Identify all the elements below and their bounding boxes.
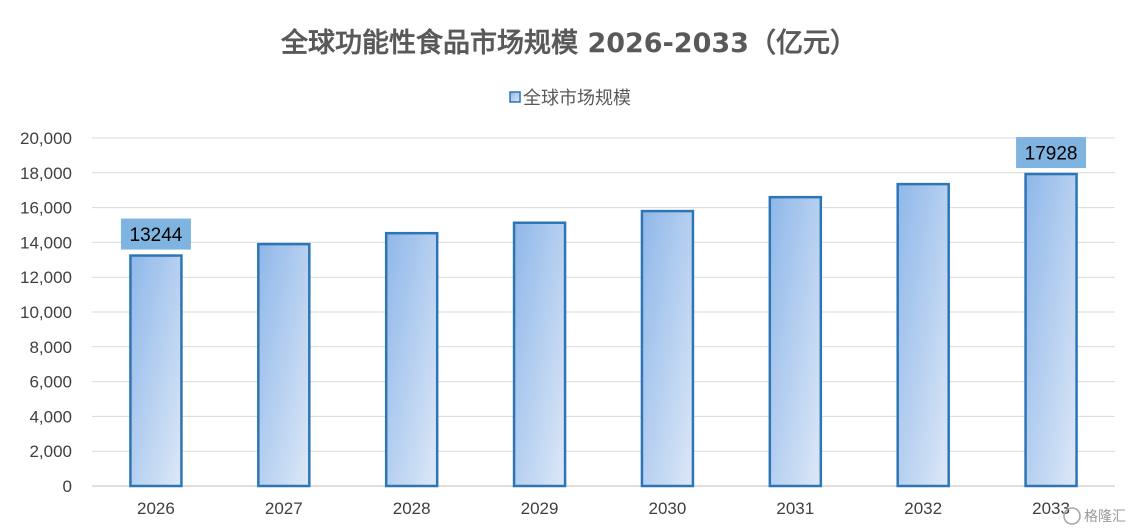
data-label: 17928 [1016, 137, 1087, 169]
bar [896, 182, 950, 488]
gridlines [92, 137, 1115, 487]
bars [129, 172, 1078, 488]
y-tick-label: 16,000 [20, 199, 72, 218]
y-tick-label: 18,000 [20, 164, 72, 183]
y-axis-ticks: 0 2,000 4,000 6,000 8,000 10,000 12,000 14,000 1… [20, 129, 72, 496]
watermark-logo-icon [1063, 507, 1081, 525]
bar [640, 209, 695, 488]
bar [1024, 172, 1078, 488]
bar [512, 221, 567, 488]
data-label-text: 17928 [1025, 144, 1078, 165]
bar [257, 242, 311, 488]
x-axis-ticks: 2026 2027 2028 2029 2030 2031 2032 2033 [137, 499, 1070, 518]
legend: 全球市场规模 [509, 88, 631, 109]
x-tick-label: 2029 [521, 499, 559, 518]
watermark: 格隆汇 [1063, 507, 1126, 525]
x-tick-label: 2031 [776, 499, 814, 518]
chart-title: 全球功能性食品市场规模 2026-2033（亿元） [280, 27, 857, 59]
x-tick-label: 2026 [137, 499, 175, 518]
data-label-background [120, 218, 191, 250]
x-tick-label: 2032 [904, 499, 942, 518]
bar [129, 254, 183, 488]
y-tick-label: 12,000 [20, 268, 72, 287]
y-tick-label: 4,000 [29, 407, 72, 426]
data-labels: 13244 17928 [120, 137, 1087, 250]
x-tick-label: 2030 [649, 499, 687, 518]
y-tick-label: 14,000 [20, 233, 72, 252]
legend-label: 全球市场规模 [523, 88, 631, 109]
bar [384, 231, 439, 488]
watermark-text: 格隆汇 [1084, 509, 1126, 525]
x-tick-label: 2027 [265, 499, 303, 518]
bar [768, 195, 823, 488]
y-tick-label: 6,000 [29, 373, 72, 392]
x-tick-label: 2028 [393, 499, 431, 518]
y-tick-label: 20,000 [20, 129, 72, 148]
data-label-text: 13244 [130, 225, 183, 246]
y-tick-label: 2,000 [29, 442, 72, 461]
y-tick-label: 10,000 [20, 303, 72, 322]
y-tick-label: 8,000 [29, 338, 72, 357]
y-tick-label: 0 [63, 477, 72, 496]
x-tick-label: 2033 [1032, 499, 1070, 518]
data-label: 13244 [120, 218, 191, 250]
legend-swatch [509, 91, 521, 103]
data-label-background [1016, 137, 1087, 169]
